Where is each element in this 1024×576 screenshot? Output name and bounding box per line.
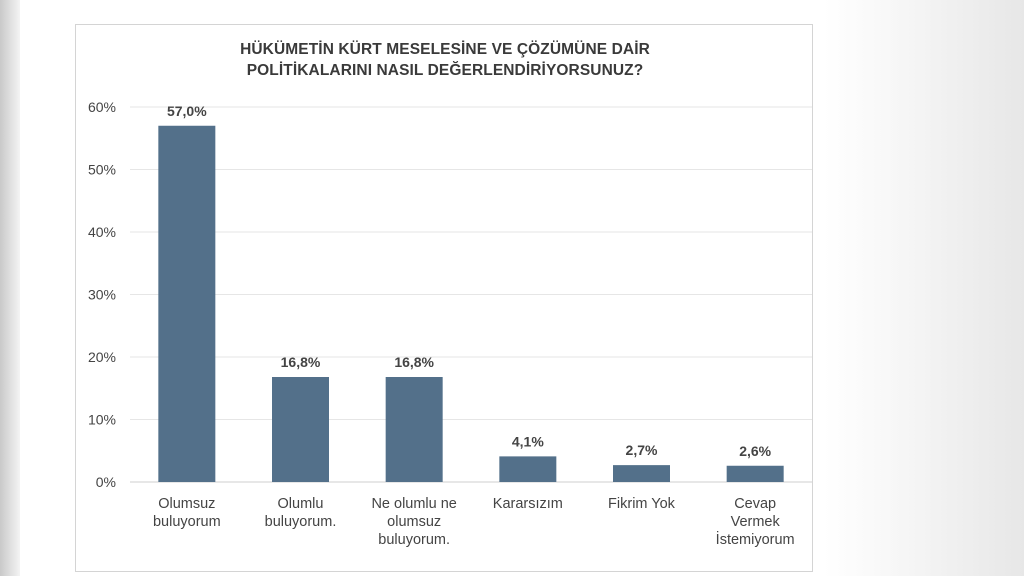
- x-category-label-line: Fikrim Yok: [608, 496, 676, 512]
- x-category-label-line: Ne olumlu ne: [371, 496, 456, 512]
- y-tick-label: 0%: [96, 474, 116, 490]
- data-label: 16,8%: [281, 354, 321, 370]
- data-label: 57,0%: [167, 103, 207, 119]
- x-category-label: Olumsuz buluyorum: [153, 496, 221, 530]
- chart-title-line-1: HÜKÜMETİN KÜRT MESELESİNE VE ÇÖZÜMÜNE DA…: [240, 41, 650, 58]
- chart-title: HÜKÜMETİN KÜRT MESELESİNE VE ÇÖZÜMÜNE DA…: [76, 39, 814, 81]
- chart-title-line-2: POLİTİKALARINI NASIL DEĞERLENDİRİYORSUNU…: [246, 62, 644, 79]
- x-category-label: Kararsızım: [493, 496, 563, 512]
- bar: [726, 465, 784, 482]
- page-edge-right: [824, 0, 1024, 576]
- page-edge-left: [0, 0, 20, 576]
- x-category-label-line: buluyorum.: [265, 514, 337, 530]
- data-label: 2,7%: [626, 442, 658, 458]
- bar: [613, 465, 670, 482]
- x-category-label-line: buluyorum: [153, 514, 221, 530]
- x-category-label-line: olumsuz: [387, 514, 441, 530]
- x-category-label-line: Olumlu: [278, 496, 324, 512]
- bar: [158, 125, 216, 482]
- x-category-label: Fikrim Yok: [608, 496, 676, 512]
- x-category-label: Cevap Vermek İstemiyorum: [716, 496, 795, 548]
- x-category-label-line: Kararsızım: [493, 496, 563, 512]
- y-tick-label: 30%: [88, 287, 116, 303]
- data-label: 16,8%: [394, 354, 434, 370]
- y-tick-label: 50%: [88, 162, 116, 178]
- x-category-label: Olumlu buluyorum.: [265, 496, 337, 530]
- data-label: 2,6%: [739, 443, 771, 459]
- y-tick-label: 20%: [88, 349, 116, 365]
- y-tick-label: 10%: [88, 412, 116, 428]
- bar: [385, 377, 443, 482]
- x-category-label-line: Olumsuz: [158, 496, 215, 512]
- x-category-label: Ne olumlu ne olumsuz buluyorum.: [371, 496, 456, 548]
- x-category-label-line: Vermek: [731, 514, 781, 530]
- bar: [272, 377, 329, 482]
- x-category-label-line: buluyorum.: [378, 532, 450, 548]
- x-category-label-line: İstemiyorum: [716, 530, 795, 548]
- y-tick-label: 40%: [88, 224, 116, 240]
- x-category-label-line: Cevap: [734, 496, 776, 512]
- data-label: 4,1%: [512, 433, 544, 449]
- bar: [499, 456, 557, 482]
- y-tick-label: 60%: [88, 99, 116, 115]
